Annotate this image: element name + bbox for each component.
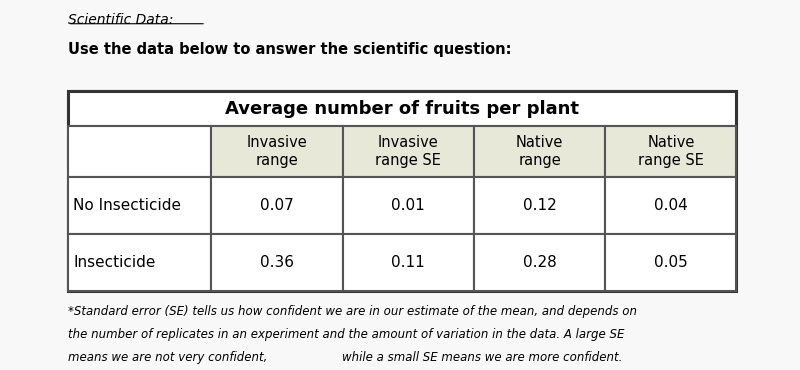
Text: 0.04: 0.04 xyxy=(654,198,688,213)
Bar xyxy=(211,177,342,234)
Text: Native
range: Native range xyxy=(516,135,563,168)
Text: 0.28: 0.28 xyxy=(522,255,557,270)
Bar xyxy=(67,126,211,177)
Bar xyxy=(605,177,737,234)
Bar xyxy=(342,234,474,290)
Text: Use the data below to answer the scientific question:: Use the data below to answer the scienti… xyxy=(67,41,511,57)
Bar xyxy=(474,234,605,290)
Text: 0.07: 0.07 xyxy=(260,198,294,213)
Bar xyxy=(211,234,342,290)
Bar xyxy=(342,126,474,177)
Text: the number of replicates in an experiment and the amount of variation in the dat: the number of replicates in an experimen… xyxy=(67,328,624,341)
Text: while a small SE means we are more confident.: while a small SE means we are more confi… xyxy=(342,351,622,364)
Text: 0.05: 0.05 xyxy=(654,255,688,270)
Bar xyxy=(211,126,342,177)
Text: Invasive
range: Invasive range xyxy=(246,135,307,168)
Text: Native
range SE: Native range SE xyxy=(638,135,704,168)
Bar xyxy=(342,177,474,234)
Text: 0.12: 0.12 xyxy=(522,198,557,213)
Bar xyxy=(67,177,211,234)
Text: Invasive
range SE: Invasive range SE xyxy=(375,135,441,168)
Text: Scientific Data:: Scientific Data: xyxy=(67,13,173,27)
Bar xyxy=(474,177,605,234)
Bar xyxy=(605,234,737,290)
Bar xyxy=(67,91,737,290)
Bar xyxy=(474,126,605,177)
Bar xyxy=(67,91,737,126)
Text: 0.01: 0.01 xyxy=(391,198,425,213)
Text: 0.36: 0.36 xyxy=(260,255,294,270)
Text: *Standard error (SE) tells us how confident we are in our estimate of the mean, : *Standard error (SE) tells us how confid… xyxy=(67,305,637,318)
Text: Average number of fruits per plant: Average number of fruits per plant xyxy=(225,100,579,118)
Text: 0.11: 0.11 xyxy=(391,255,425,270)
Bar xyxy=(67,234,211,290)
Text: means we are not very confident,: means we are not very confident, xyxy=(67,351,270,364)
Text: No Insecticide: No Insecticide xyxy=(73,198,181,213)
Text: Insecticide: Insecticide xyxy=(73,255,155,270)
Bar xyxy=(605,126,737,177)
